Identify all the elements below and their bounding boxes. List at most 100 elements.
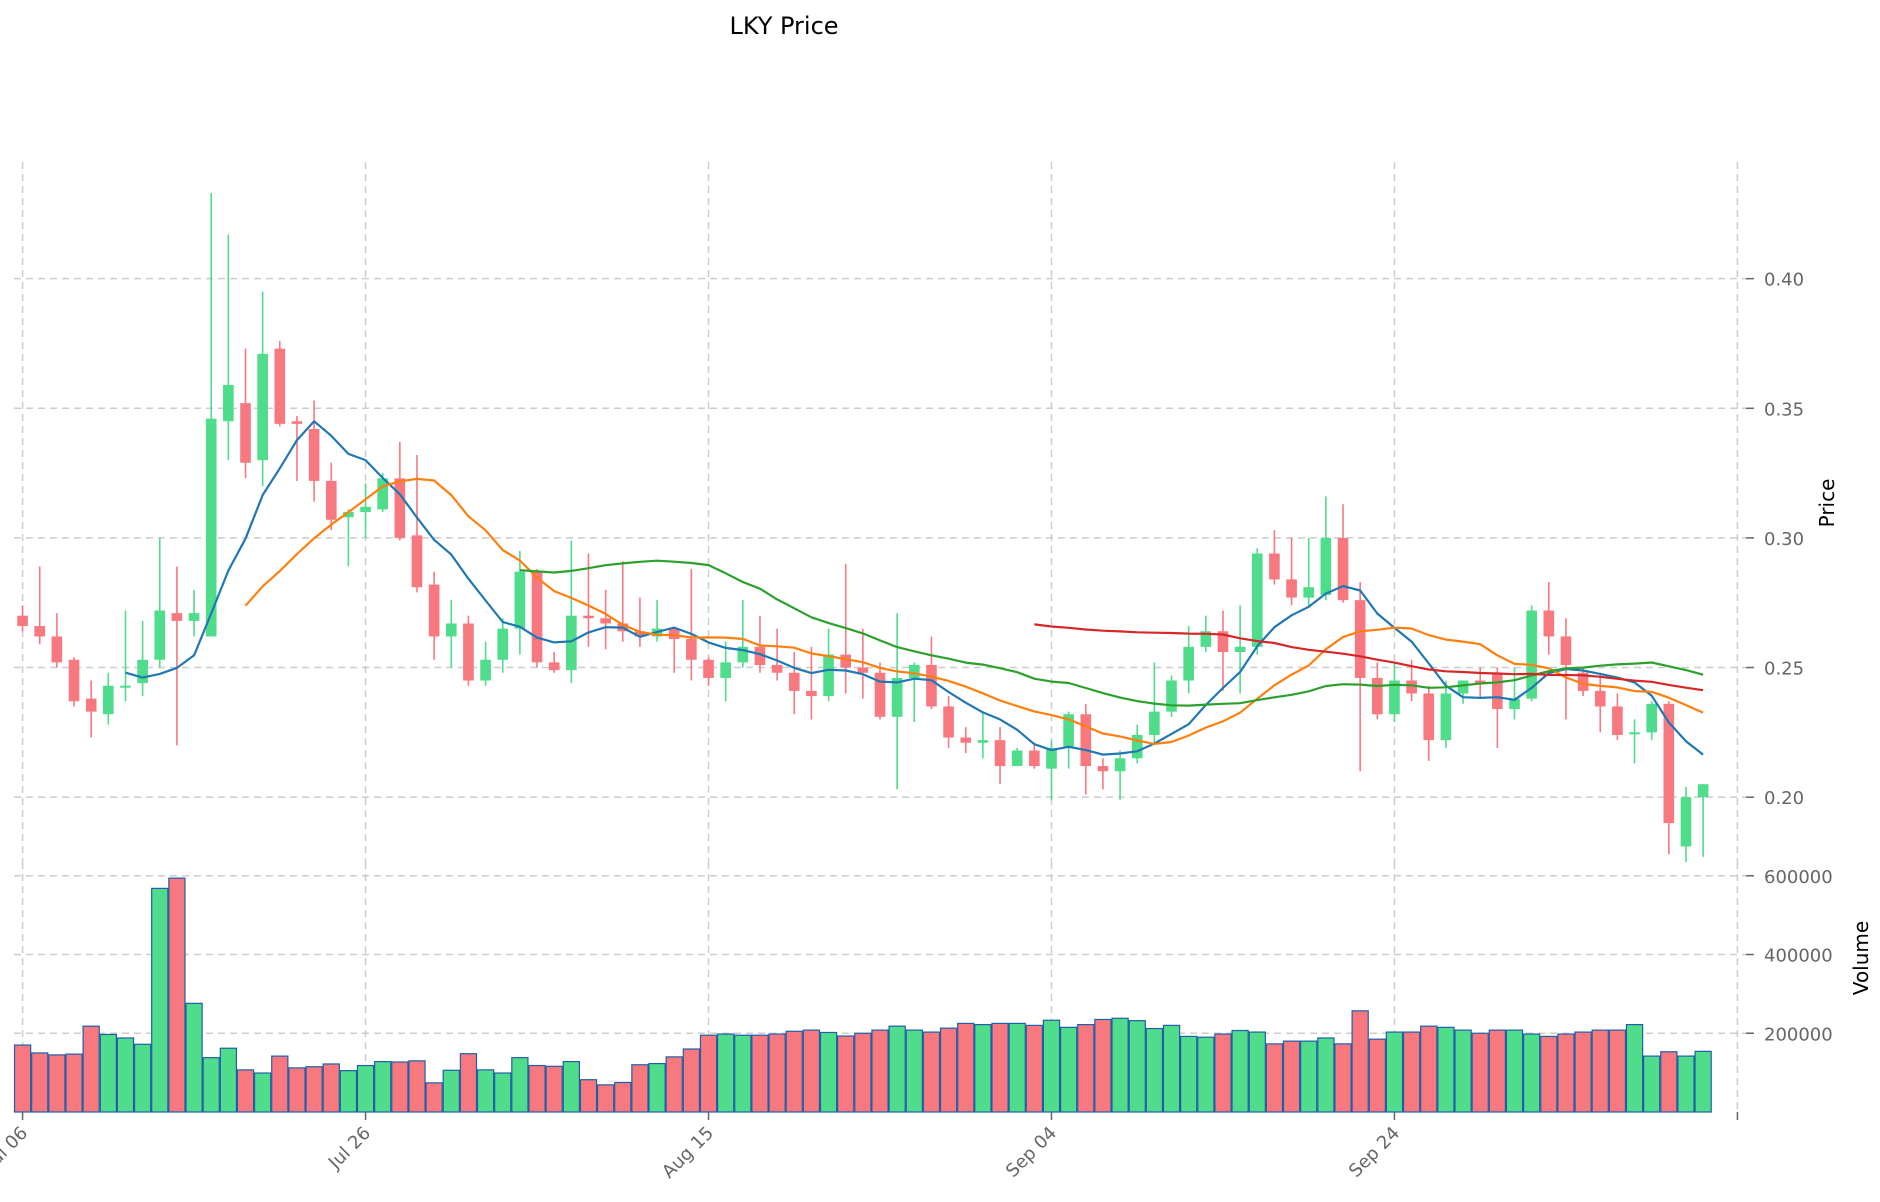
volume-bar xyxy=(271,1055,289,1113)
volume-bar xyxy=(339,1070,358,1113)
ma-30-line xyxy=(519,559,1704,707)
price-tick-label: 0.20 xyxy=(1764,788,1804,809)
volume-bar xyxy=(991,1022,1009,1113)
volume-bar xyxy=(1111,1017,1129,1113)
price-tick-label: 0.30 xyxy=(1764,529,1804,550)
candle-body xyxy=(1543,610,1555,637)
volume-bar xyxy=(837,1035,855,1113)
volume-bar xyxy=(768,1033,786,1113)
volume-bar xyxy=(871,1029,889,1113)
candle-body xyxy=(1406,680,1417,694)
volume-bar xyxy=(1625,1023,1644,1113)
price-axis-label: Price xyxy=(1815,479,1839,528)
volume-bar xyxy=(476,1069,495,1113)
volume-bar xyxy=(1643,1055,1661,1113)
volume-bar xyxy=(1025,1024,1044,1113)
volume-bar xyxy=(1385,1031,1404,1113)
volume-axis-ticks: 200000 400000 600000 xyxy=(1746,867,1833,1045)
candle-body xyxy=(120,685,131,688)
volume-bar xyxy=(957,1022,975,1113)
price-grid xyxy=(14,162,1746,862)
candle-body xyxy=(823,654,834,697)
volume-bar xyxy=(288,1067,306,1113)
candle-body xyxy=(171,613,183,621)
volume-bar xyxy=(253,1072,272,1113)
candle-body xyxy=(308,429,320,481)
volume-bar xyxy=(1557,1033,1575,1113)
volume-bar xyxy=(1488,1029,1507,1113)
date-tick-label: Jul 26 xyxy=(324,1123,375,1174)
volume-bar xyxy=(442,1069,460,1113)
candle-body xyxy=(463,623,474,681)
candle-body xyxy=(1577,672,1589,691)
date-axis-ticks: Jul 06 Jul 26 Aug 15 Sep 04 Sep 24 xyxy=(0,1112,1739,1183)
volume-bar xyxy=(1094,1018,1112,1113)
volume-bar xyxy=(459,1053,478,1113)
volume-bar xyxy=(202,1057,220,1113)
candle-body xyxy=(257,353,268,461)
volume-bar xyxy=(1265,1043,1284,1113)
volume-bar xyxy=(614,1081,632,1113)
price-tick-label: 0.25 xyxy=(1764,659,1804,680)
candle-body xyxy=(720,662,731,678)
volume-bar xyxy=(1008,1022,1026,1113)
candle-body xyxy=(891,677,903,717)
candle-body xyxy=(737,646,749,663)
volume-bar xyxy=(116,1037,135,1113)
candle-body xyxy=(1646,703,1657,733)
candle-body xyxy=(1594,690,1606,707)
volume-bar xyxy=(648,1062,666,1113)
moving-average-lines xyxy=(125,420,1704,756)
volume-axis-label: Volume xyxy=(1849,921,1873,995)
volume-bar xyxy=(305,1066,323,1113)
candle-body xyxy=(240,403,251,463)
candle-body xyxy=(1492,672,1503,710)
candle-body xyxy=(1354,600,1366,678)
volume-bar xyxy=(1351,1010,1369,1113)
volume-bar xyxy=(1437,1026,1455,1113)
volume-bar xyxy=(151,887,169,1113)
volume-bar xyxy=(562,1061,581,1113)
ma-14-line xyxy=(244,477,1704,746)
candle-body xyxy=(1011,750,1023,767)
volume-bar xyxy=(219,1047,238,1113)
candle-body xyxy=(566,615,577,671)
volume-bar xyxy=(236,1069,255,1113)
candle-body xyxy=(548,662,560,671)
volume-bar xyxy=(1574,1031,1592,1113)
volume-bar xyxy=(185,1002,203,1113)
volume-bar xyxy=(82,1025,100,1113)
volume-bar xyxy=(596,1084,615,1113)
candle-body xyxy=(223,384,234,422)
volume-bar xyxy=(1471,1032,1489,1113)
candle-body xyxy=(1560,636,1572,665)
volume-bar xyxy=(1402,1031,1421,1113)
candle-body xyxy=(445,623,457,637)
candle-body xyxy=(806,690,817,697)
volume-bar xyxy=(31,1052,49,1113)
candle-body xyxy=(188,613,200,621)
volume-bar xyxy=(974,1023,992,1113)
volume-bar xyxy=(1231,1029,1249,1113)
candle-body xyxy=(514,571,526,629)
candle-body xyxy=(51,636,63,663)
volume-bar xyxy=(1197,1036,1215,1113)
candle-body xyxy=(634,631,646,637)
volume-tick-label: 200000 xyxy=(1764,1024,1833,1045)
volume-bar xyxy=(1179,1035,1198,1113)
volume-bar xyxy=(699,1034,718,1113)
ma-60-line xyxy=(1034,623,1704,692)
candle-body xyxy=(771,664,783,673)
volume-bars xyxy=(13,877,1712,1113)
volume-bar xyxy=(939,1027,958,1113)
candle-body xyxy=(1080,714,1092,767)
volume-bar xyxy=(1077,1023,1095,1113)
volume-bar xyxy=(751,1034,769,1113)
candle-body xyxy=(497,628,509,660)
volume-bar xyxy=(1059,1026,1078,1113)
candle-body xyxy=(926,664,937,707)
candle-body xyxy=(857,667,869,673)
volume-bar xyxy=(1454,1029,1472,1113)
candle-body xyxy=(1526,610,1537,699)
